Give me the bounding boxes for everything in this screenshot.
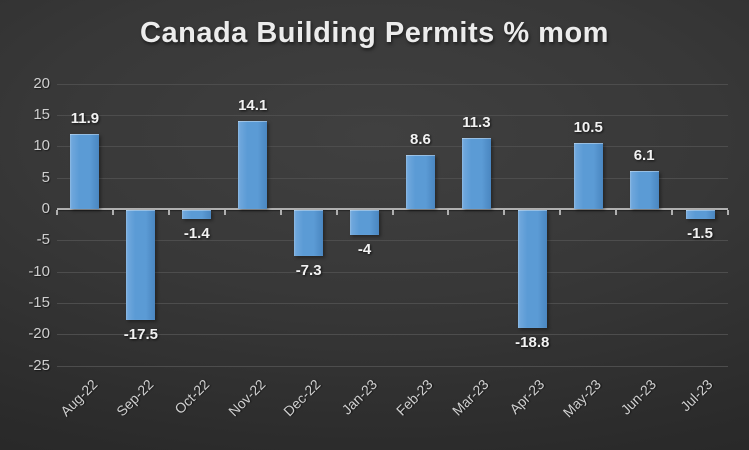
axis-tick <box>335 210 338 216</box>
y-axis-label--15: -15 <box>28 294 50 312</box>
gridline--20 <box>57 334 728 336</box>
data-label-feb-23: 8.6 <box>410 131 431 149</box>
y-axis-label-0: 0 <box>41 200 50 218</box>
bar-jul-23 <box>685 210 715 220</box>
x-axis-label-apr-23: Apr-23 <box>506 376 548 418</box>
bar-dec-22 <box>294 210 324 256</box>
gridline--10 <box>57 271 728 273</box>
x-axis-label-jan-23: Jan-23 <box>338 376 380 418</box>
bar-aug-22 <box>70 134 100 210</box>
axis-tick <box>671 210 674 216</box>
x-axis-label-jul-23: Jul-23 <box>677 376 716 415</box>
x-axis-label-sep-22: Sep-22 <box>112 376 157 420</box>
y-axis-label-5: 5 <box>41 168 50 186</box>
bar-oct-22 <box>182 210 212 219</box>
data-label-apr-23: -18.8 <box>515 333 550 351</box>
y-axis-label--10: -10 <box>28 262 50 280</box>
data-label-jul-23: -1.5 <box>687 225 713 243</box>
axis-tick <box>391 210 394 216</box>
axis-tick <box>615 210 618 216</box>
axis-tick <box>447 210 450 216</box>
data-label-may-23: 10.5 <box>573 119 603 137</box>
gridline--5 <box>57 240 728 242</box>
gridline--25 <box>57 365 728 367</box>
axis-tick <box>111 210 114 216</box>
data-label-aug-22: 11.9 <box>70 110 100 128</box>
x-axis-label-feb-23: Feb-23 <box>393 376 436 419</box>
axis-tick <box>167 210 170 216</box>
y-axis-label-15: 15 <box>33 106 50 124</box>
bar-sep-22 <box>126 210 156 320</box>
data-label-jan-23: -4 <box>357 241 372 259</box>
data-label-oct-22: -1.4 <box>183 224 210 242</box>
x-axis-label-jun-23: Jun-23 <box>617 376 660 418</box>
x-axis-label-dec-22: Dec-22 <box>280 376 324 420</box>
bar-mar-23 <box>461 138 491 210</box>
y-axis-label-20: 20 <box>33 74 50 92</box>
bar-jun-23 <box>629 170 659 210</box>
bar-may-23 <box>573 143 603 210</box>
bar-jan-23 <box>350 210 380 236</box>
bar-apr-23 <box>517 210 547 328</box>
x-axis-label-mar-23: Mar-23 <box>449 376 492 419</box>
x-axis-label-may-23: May-23 <box>559 376 604 421</box>
gridline-5 <box>57 177 728 179</box>
y-axis-label--25: -25 <box>28 356 50 374</box>
axis-tick <box>727 210 729 216</box>
axis-tick <box>279 210 282 216</box>
axis-tick <box>223 210 226 216</box>
bar-feb-23 <box>405 155 435 210</box>
chart-title: Canada Building Permits % mom <box>140 17 609 49</box>
axis-tick <box>503 210 506 216</box>
y-axis-label--5: -5 <box>36 231 50 249</box>
gridline-15 <box>57 115 728 117</box>
data-label-sep-22: -17.5 <box>123 325 158 343</box>
y-axis-label--20: -20 <box>28 325 50 343</box>
data-label-dec-22: -7.3 <box>295 261 322 279</box>
x-axis-label-oct-22: Oct-22 <box>171 376 213 418</box>
x-axis-line <box>57 208 728 211</box>
gridline--15 <box>57 303 728 305</box>
data-label-mar-23: 11.3 <box>462 114 491 132</box>
gridline-20 <box>57 83 728 85</box>
x-axis-label-nov-22: Nov-22 <box>224 376 269 420</box>
gridline-10 <box>57 146 728 148</box>
x-axis-label-aug-22: Aug-22 <box>57 376 101 420</box>
bar-nov-22 <box>238 120 268 210</box>
y-axis-label-10: 10 <box>33 137 50 155</box>
data-label-nov-22: 14.1 <box>238 96 268 114</box>
axis-tick <box>559 210 562 216</box>
axis-tick <box>56 210 58 216</box>
data-label-jun-23: 6.1 <box>633 146 655 164</box>
